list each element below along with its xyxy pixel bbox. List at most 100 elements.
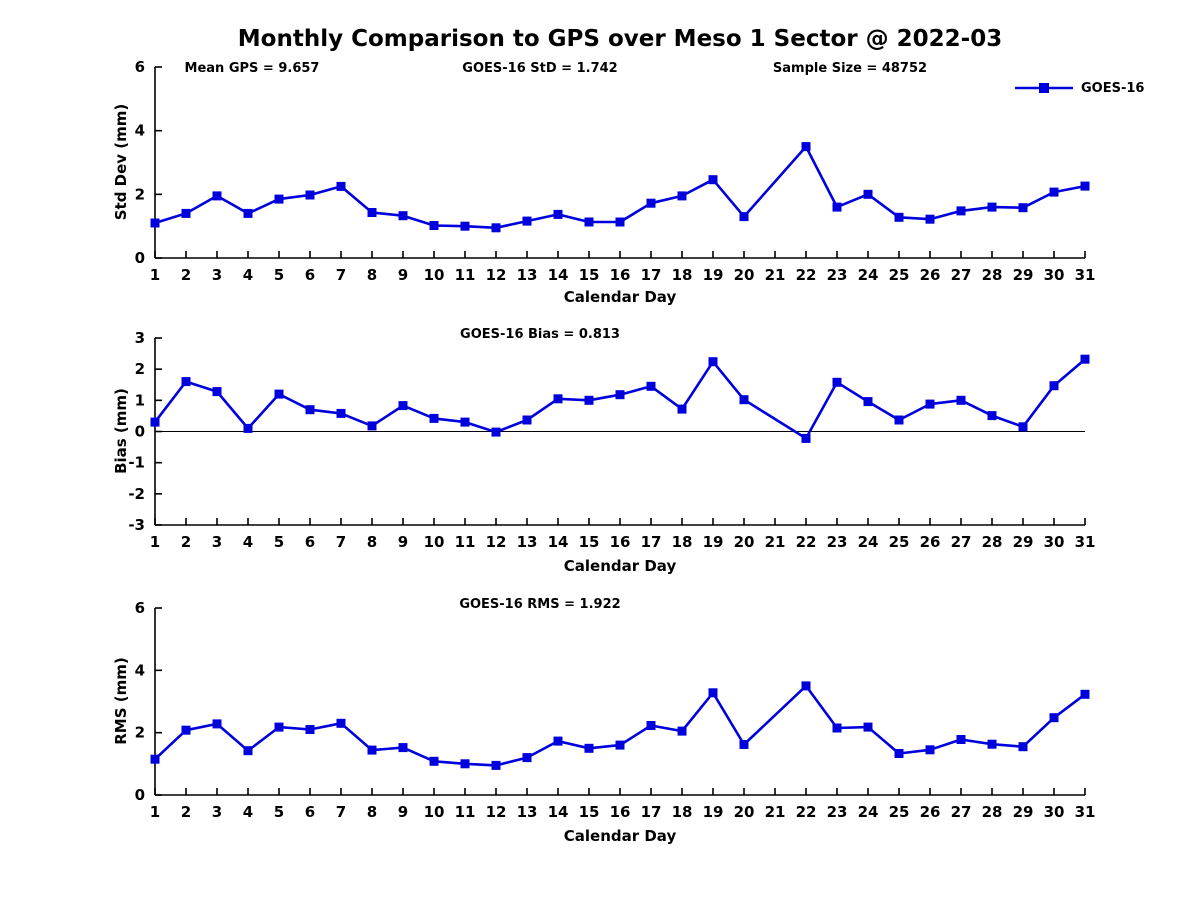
data-point-day-18 [677,404,687,414]
data-point-day-6 [305,725,315,734]
data-point-day-17 [646,381,656,391]
y-tick-label: 2 [135,185,145,203]
x-tick-label: 4 [243,533,253,551]
x-tick-label: 2 [181,533,191,551]
x-tick-label: 15 [579,533,600,551]
x-tick-label: 16 [610,266,631,284]
x-tick-label: 28 [982,266,1003,284]
data-point-day-31 [1080,181,1090,191]
data-point-day-27 [956,735,966,744]
legend-label: GOES-16 [1081,80,1145,96]
x-tick-label: 18 [672,533,693,551]
data-point-day-6 [305,190,315,200]
x-tick-label: 8 [367,533,377,551]
data-point-day-16 [615,740,625,750]
x-tick-label: 1 [150,533,160,551]
x-tick-label: 16 [610,803,631,821]
x-tick-label: 12 [486,803,507,821]
data-point-day-24 [863,397,873,407]
bias-x-axis-label: Calendar Day [563,557,677,575]
x-tick-label: 4 [243,803,253,821]
x-tick-label: 19 [703,533,724,551]
data-point-day-17 [646,198,656,208]
data-point-day-29 [1018,742,1028,752]
data-point-day-24 [863,189,873,199]
x-tick-label: 3 [212,803,222,821]
y-tick-label: 4 [135,661,145,679]
data-point-day-25 [894,415,904,425]
data-point-day-15 [584,395,594,405]
x-tick-label: 16 [610,533,631,551]
x-tick-label: 20 [734,533,755,551]
data-point-day-10 [429,413,439,423]
data-point-day-2 [181,725,191,735]
stddev-y-axis-label: Std Dev (mm) [112,103,130,221]
data-point-day-16 [615,217,625,227]
data-point-day-6 [305,405,315,415]
data-point-day-22 [801,433,811,443]
data-point-day-26 [925,745,935,755]
data-point-day-31 [1080,689,1090,699]
rms-y-axis-label: RMS (mm) [112,657,130,745]
x-tick-label: 17 [641,266,662,284]
x-tick-label: 2 [181,803,191,821]
data-point-day-13 [522,216,532,226]
data-point-day-27 [956,395,966,405]
x-tick-label: 2 [181,266,191,284]
x-tick-label: 29 [1013,266,1034,284]
x-tick-label: 21 [765,533,786,551]
x-tick-label: 3 [212,266,222,284]
y-tick-label: -3 [128,516,145,534]
x-tick-label: 11 [455,803,476,821]
y-tick-label: 2 [135,360,145,378]
data-point-day-10 [429,221,439,230]
data-point-day-7 [336,181,346,191]
x-tick-label: 3 [212,533,222,551]
y-tick-label: 0 [135,249,145,267]
x-tick-label: 27 [951,803,972,821]
data-point-day-30 [1049,381,1059,391]
data-point-day-3 [212,719,222,729]
data-point-day-8 [367,745,377,755]
data-point-day-11 [460,221,470,231]
data-point-day-23 [832,723,842,733]
data-point-day-5 [274,389,284,399]
data-point-day-11 [460,759,470,769]
data-point-day-28 [987,202,997,212]
goes-16-line [154,684,1086,767]
x-tick-label: 12 [486,533,507,551]
data-point-day-18 [677,191,687,201]
legend: GOES-16 [1014,79,1144,97]
x-tick-label: 15 [579,266,600,284]
y-tick-label: -2 [128,485,145,503]
y-tick-label: 1 [135,391,145,409]
x-tick-label: 31 [1075,266,1096,284]
data-point-day-29 [1018,422,1028,432]
data-point-day-19 [708,357,718,367]
data-point-day-10 [429,756,439,766]
x-tick-label: 18 [672,266,693,284]
x-tick-label: 23 [827,266,848,284]
data-point-day-22 [801,142,811,152]
goes-16-line [153,358,1086,440]
x-tick-label: 6 [305,266,315,284]
x-tick-label: 26 [920,266,941,284]
data-point-day-1 [150,754,160,764]
x-tick-label: 14 [548,803,569,821]
x-tick-label: 27 [951,533,972,551]
y-tick-label: 6 [135,599,145,617]
x-tick-label: 5 [274,533,284,551]
x-tick-label: 20 [734,803,755,821]
x-tick-label: 26 [920,533,941,551]
x-tick-label: 23 [827,533,848,551]
x-tick-label: 12 [486,266,507,284]
x-tick-label: 13 [517,266,538,284]
data-point-day-9 [398,211,408,221]
data-point-day-15 [584,743,594,753]
y-tick-label: 4 [135,122,145,140]
data-point-day-19 [708,175,718,185]
data-point-day-20 [739,212,749,222]
data-point-day-3 [212,387,222,397]
